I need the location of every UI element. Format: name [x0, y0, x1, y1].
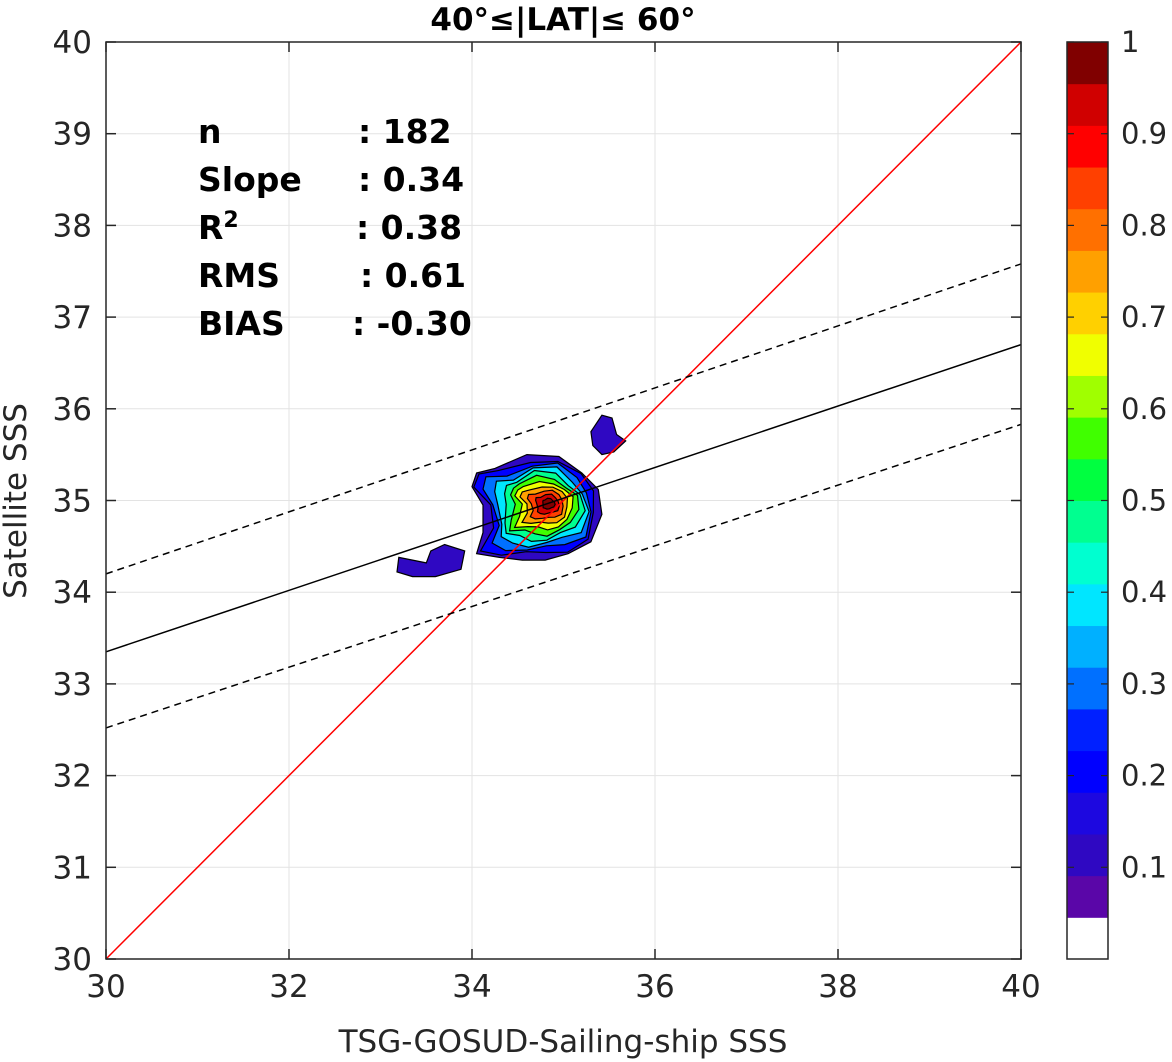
colorbar-label-0: 0.1 [1121, 850, 1167, 884]
y-tick-label-10: 40 [53, 25, 92, 61]
stat-name-0: n [198, 112, 222, 151]
isolated-patch-1 [590, 414, 627, 456]
x-tick-label-4: 38 [818, 969, 857, 1005]
colorbar-segment-4 [1067, 750, 1108, 793]
fit-lines [105, 41, 1022, 960]
colorbar-label-2: 0.3 [1121, 667, 1167, 701]
x-tick-label-2: 34 [452, 969, 491, 1005]
x-axis-label: TSG-GOSUD-Sailing-ship SSS [338, 1024, 788, 1060]
colorbar-segment-5 [1067, 708, 1108, 752]
y-axis-label: Satellite SSS [0, 403, 34, 599]
x-tick-label-1: 32 [269, 969, 308, 1005]
stat-name-3: RMS [198, 256, 280, 295]
y-tick-label-4: 34 [53, 575, 92, 611]
y-tick-label-3: 33 [53, 667, 92, 703]
isolated-patches [396, 414, 627, 578]
colorbar-label-1: 0.2 [1121, 759, 1167, 793]
colorbar-segment-3 [1067, 792, 1108, 835]
y-tick-label-5: 35 [53, 484, 92, 520]
colorbar-segment-21 [1067, 42, 1108, 85]
stat-superscript: 2 [223, 208, 238, 233]
colorbar-segment-11 [1067, 458, 1108, 501]
stat-value-2: : 0.38 [356, 208, 462, 247]
stat-value-0: : 182 [358, 112, 452, 151]
colorbar-label-8: 0.9 [1121, 117, 1167, 151]
axes-frame [105, 41, 1022, 960]
lower_bound-line [105, 423, 1022, 729]
colorbar-segment-20 [1067, 83, 1108, 126]
y-tick-label-9: 39 [53, 117, 92, 153]
colorbar-segment-18 [1067, 167, 1108, 210]
colorbar-segment-13 [1067, 375, 1108, 418]
isolated-patch-0 [396, 543, 466, 578]
colorbar: 0.1 0.2 0.3 0.4 0.5 0.6 0.7 0.8 0.9 1 [1066, 25, 1167, 960]
colorbar-segment-6 [1067, 667, 1108, 710]
upper_bound-line [105, 263, 1022, 575]
regression-line [105, 343, 1022, 653]
colorbar-segment-7 [1067, 625, 1108, 668]
y-tick-label-6: 36 [53, 392, 92, 428]
identity-line [105, 41, 1022, 960]
colorbar-label-5: 0.6 [1121, 392, 1167, 426]
colorbar-label-6: 0.7 [1121, 300, 1167, 334]
colorbar-segment-8 [1067, 583, 1108, 627]
y-tick-label-7: 37 [53, 300, 92, 336]
x-tick-label-3: 36 [635, 969, 674, 1005]
stat-value-4: : -0.30 [352, 304, 472, 343]
colorbar-segment-14 [1067, 333, 1108, 376]
colorbar-label-4: 0.5 [1121, 484, 1167, 518]
colorbar-label-9: 1 [1121, 25, 1139, 59]
colorbar-segment-9 [1067, 542, 1108, 585]
y-tick-label-0: 30 [53, 942, 92, 978]
y-tick-label-2: 32 [53, 759, 92, 795]
colorbar-label-3: 0.4 [1121, 575, 1167, 609]
x-tick-label-0: 30 [86, 969, 125, 1005]
y-tick-label-8: 38 [53, 208, 92, 244]
colorbar-segment-10 [1067, 500, 1108, 543]
colorbar-label-7: 0.8 [1121, 208, 1167, 242]
colorbar-segment-0 [1067, 917, 1108, 960]
y-tick-label-1: 31 [53, 850, 92, 886]
stat-name-1: Slope [198, 160, 302, 199]
colorbar-segment-17 [1067, 208, 1108, 251]
colorbar-segment-16 [1067, 250, 1108, 293]
colorbar-segment-19 [1067, 125, 1108, 168]
colorbar-segment-15 [1067, 292, 1108, 335]
chart-title: 40°≤|LAT|≤ 60° [430, 2, 695, 38]
colorbar-segment-12 [1067, 417, 1108, 460]
colorbar-segment-2 [1067, 833, 1108, 877]
colorbar-segment-1 [1067, 875, 1108, 918]
stat-value-3: : 0.61 [360, 256, 466, 295]
tick-labels: 30 32 34 36 38 40 30 31 32 33 34 35 36 37 38 39 40 [53, 25, 1041, 1005]
x-tick-label-5: 40 [1001, 969, 1040, 1005]
stat-name-4: BIAS [198, 304, 285, 343]
stat-value-1: : 0.34 [358, 160, 464, 199]
